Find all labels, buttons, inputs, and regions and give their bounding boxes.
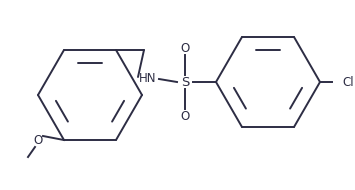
Text: S: S — [181, 75, 189, 89]
Text: O: O — [180, 109, 190, 123]
Text: O: O — [33, 134, 43, 146]
Text: O: O — [180, 41, 190, 55]
Text: HN: HN — [139, 73, 157, 86]
Text: Cl: Cl — [342, 75, 354, 89]
